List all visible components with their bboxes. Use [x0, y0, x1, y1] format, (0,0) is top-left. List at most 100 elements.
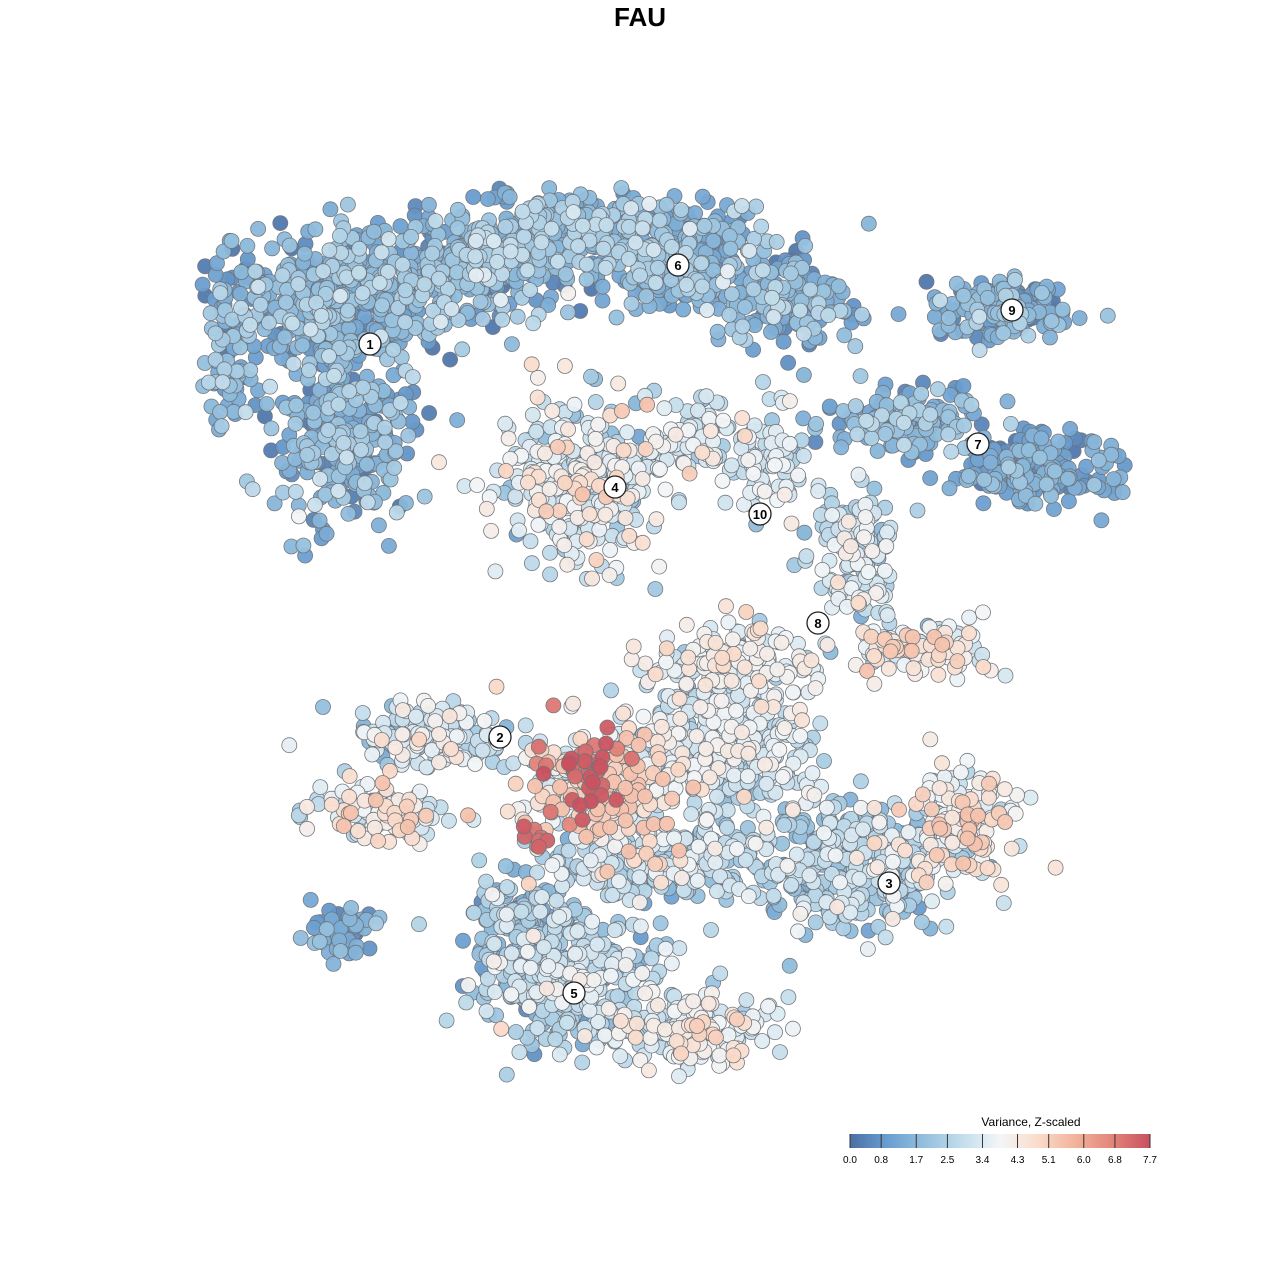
- cell-point: [502, 243, 519, 260]
- cell-point: [1086, 477, 1103, 493]
- cell-point: [961, 609, 978, 626]
- cell-point: [663, 239, 680, 255]
- cell-point: [472, 293, 489, 310]
- cell-point: [588, 1039, 605, 1056]
- cell-point: [574, 217, 591, 234]
- cell-point: [386, 459, 403, 476]
- cell-point: [548, 892, 565, 909]
- cell-point: [877, 929, 894, 946]
- cell-point: [979, 289, 996, 306]
- cell-point: [498, 1066, 515, 1083]
- cell-point: [207, 325, 224, 342]
- cell-point: [866, 480, 883, 497]
- cell-point: [955, 287, 972, 304]
- cell-point: [356, 475, 373, 492]
- cell-point: [449, 220, 466, 237]
- cell-point: [540, 297, 557, 314]
- cell-point: [432, 313, 449, 330]
- cell-point: [427, 213, 444, 229]
- cell-point: [295, 537, 312, 554]
- cell-point: [922, 406, 939, 423]
- cell-point: [397, 282, 414, 299]
- cell-point: [713, 693, 730, 709]
- cell-point: [767, 1024, 783, 1041]
- cell-point: [806, 787, 823, 803]
- cell-point: [678, 676, 695, 692]
- cell-point: [855, 821, 871, 838]
- cell-point: [941, 480, 958, 497]
- cell-point: [287, 483, 304, 500]
- cell-point: [519, 943, 536, 960]
- cell-point: [522, 959, 539, 976]
- cell-point: [318, 525, 335, 542]
- cell-point: [807, 434, 824, 450]
- cell-point: [863, 430, 880, 447]
- cell-point: [311, 933, 328, 950]
- cell-point: [371, 275, 388, 291]
- cell-point: [467, 756, 484, 772]
- cell-point: [657, 481, 674, 498]
- cell-point: [567, 946, 583, 962]
- cell-point: [290, 508, 307, 525]
- cell-point: [474, 742, 491, 759]
- cell-point: [498, 906, 515, 923]
- cell-point: [849, 426, 866, 443]
- cell-point: [913, 385, 930, 402]
- cell-point: [678, 276, 695, 293]
- cell-point: [729, 841, 745, 857]
- cell-point: [377, 434, 394, 451]
- cell-point: [675, 301, 692, 318]
- cell-point: [852, 368, 869, 385]
- cell-point: [542, 566, 558, 583]
- cell-point: [796, 367, 812, 383]
- cell-point: [476, 713, 493, 729]
- cell-point: [860, 564, 877, 580]
- cell-point: [792, 302, 808, 319]
- cell-point: [753, 218, 770, 235]
- cell-point: [338, 449, 355, 466]
- cell-point: [511, 1044, 528, 1061]
- cell-point: [1038, 476, 1055, 493]
- cell-point: [879, 524, 895, 541]
- cell-point: [534, 889, 550, 905]
- cell-point: [779, 857, 796, 874]
- cell-point: [440, 812, 457, 829]
- cell-point: [247, 263, 264, 280]
- cell-point: [734, 198, 750, 214]
- cell-point: [832, 874, 848, 891]
- cell-point: [522, 282, 538, 298]
- cell-point: [315, 263, 332, 280]
- cell-point: [631, 869, 648, 886]
- cell-point: [971, 342, 988, 359]
- cell-point: [1114, 484, 1131, 501]
- cell-point: [621, 218, 637, 235]
- cell-point: [922, 470, 939, 487]
- cell-point: [955, 378, 972, 394]
- cell-point: [312, 470, 329, 487]
- cell-point: [896, 436, 912, 453]
- cell-point: [850, 466, 867, 483]
- cell-point: [341, 383, 358, 400]
- cell-point: [1078, 458, 1095, 475]
- cell-point: [982, 454, 999, 471]
- cell-point: [252, 296, 269, 313]
- cell-point: [603, 682, 619, 699]
- cell-point: [237, 404, 254, 421]
- cell-point: [783, 265, 799, 282]
- cell-point: [709, 323, 726, 340]
- cell-point: [821, 398, 838, 415]
- cell-point: [559, 1014, 575, 1031]
- cell-point: [900, 824, 917, 841]
- cell-point: [963, 397, 980, 413]
- cell-point: [497, 218, 514, 235]
- cell-point: [914, 914, 930, 931]
- cell-point: [763, 324, 779, 340]
- cell-point: [812, 715, 829, 732]
- cell-point: [769, 661, 786, 678]
- cell-point: [544, 857, 561, 874]
- points-layer: [194, 180, 1133, 1085]
- cell-point: [860, 215, 877, 232]
- cell-point: [869, 443, 886, 459]
- cell-point: [971, 308, 988, 325]
- cell-point: [890, 306, 907, 323]
